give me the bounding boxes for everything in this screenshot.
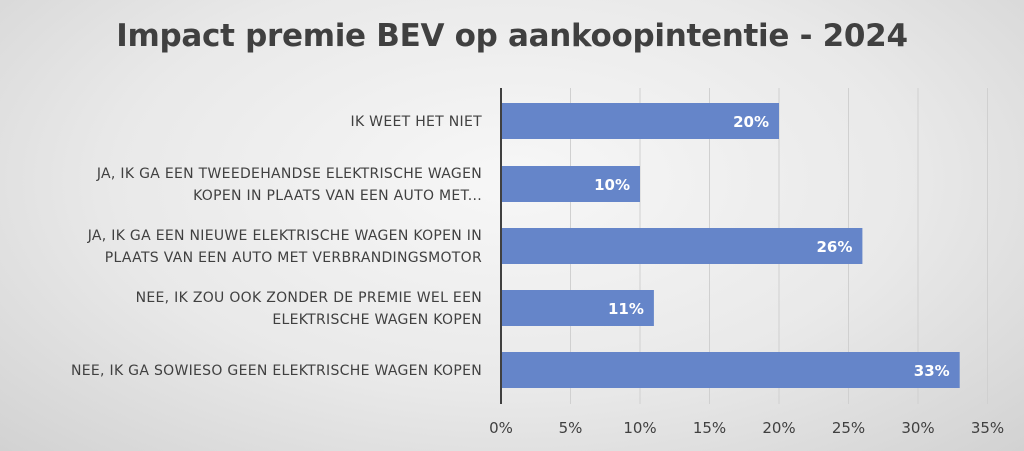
x-tick-label: 10% — [623, 419, 656, 437]
x-tick-label: 20% — [762, 419, 795, 437]
bar — [501, 228, 863, 264]
bar — [501, 166, 640, 202]
bar — [501, 103, 779, 139]
data-label: 10% — [594, 176, 630, 194]
x-tick-label: 0% — [489, 419, 513, 437]
x-tick-label: 5% — [559, 419, 583, 437]
category-label: KOPEN IN PLAATS VAN EEN AUTO MET... — [193, 188, 482, 204]
chart-title: Impact premie BEV op aankoopintentie - 2… — [116, 18, 908, 54]
category-label: NEE, IK GA SOWIESO GEEN ELEKTRISCHE WAGE… — [71, 363, 482, 379]
data-label: 20% — [733, 113, 769, 131]
data-label: 33% — [914, 362, 950, 380]
data-label: 11% — [608, 300, 644, 318]
category-label: IK WEET HET NIET — [351, 114, 483, 130]
category-label: NEE, IK ZOU OOK ZONDER DE PREMIE WEL EEN — [136, 290, 482, 306]
x-tick-label: 30% — [901, 419, 934, 437]
category-label: JA, IK GA EEN NIEUWE ELEKTRISCHE WAGEN K… — [87, 228, 482, 244]
bar — [501, 290, 654, 326]
data-label: 26% — [816, 238, 852, 256]
category-label: PLAATS VAN EEN AUTO MET VERBRANDINGSMOTO… — [105, 250, 482, 266]
bar — [501, 352, 960, 388]
category-label: ELEKTRISCHE WAGEN KOPEN — [272, 312, 482, 328]
x-tick-label: 15% — [693, 419, 726, 437]
category-label: JA, IK GA EEN TWEEDEHANDSE ELEKTRISCHE W… — [96, 166, 482, 182]
x-tick-label: 25% — [832, 419, 865, 437]
x-tick-label: 35% — [971, 419, 1004, 437]
